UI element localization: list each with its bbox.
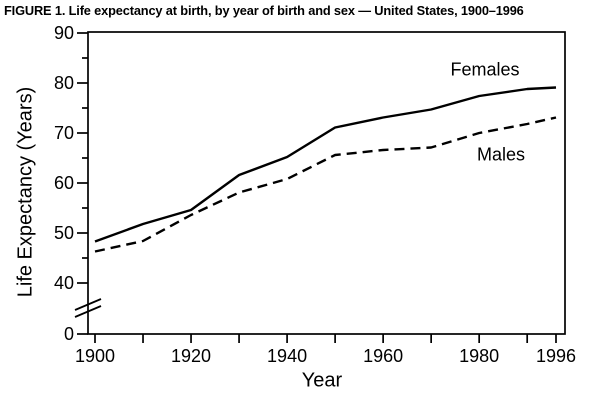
x-axis-title: Year [301,369,343,392]
y-tick-label: 40 [54,273,74,293]
y-tick-label: 70 [54,123,74,143]
x-tick-label: 1996 [536,346,576,366]
x-tick-label: 1980 [459,346,499,366]
y-tick-label: 60 [54,173,74,193]
series-line-females [94,86,557,243]
series-label-males: Males [476,144,526,165]
x-tick-label: 1940 [267,346,307,366]
y-tick-label: 90 [54,23,74,43]
x-tick-label: 1920 [171,346,211,366]
x-tick-label: 1960 [363,346,403,366]
y-tick-label: 50 [54,223,74,243]
axis-break-slash [74,298,102,311]
x-tick-label: 1900 [75,346,115,366]
y-tick-label: 80 [54,73,74,93]
figure-title: FIGURE 1. Life expectancy at birth, by y… [4,3,524,18]
y-zero-label: 0 [64,324,74,344]
axis-break-slash [74,305,102,318]
series-line-males [94,116,557,253]
series-label-females: Females [450,59,520,80]
